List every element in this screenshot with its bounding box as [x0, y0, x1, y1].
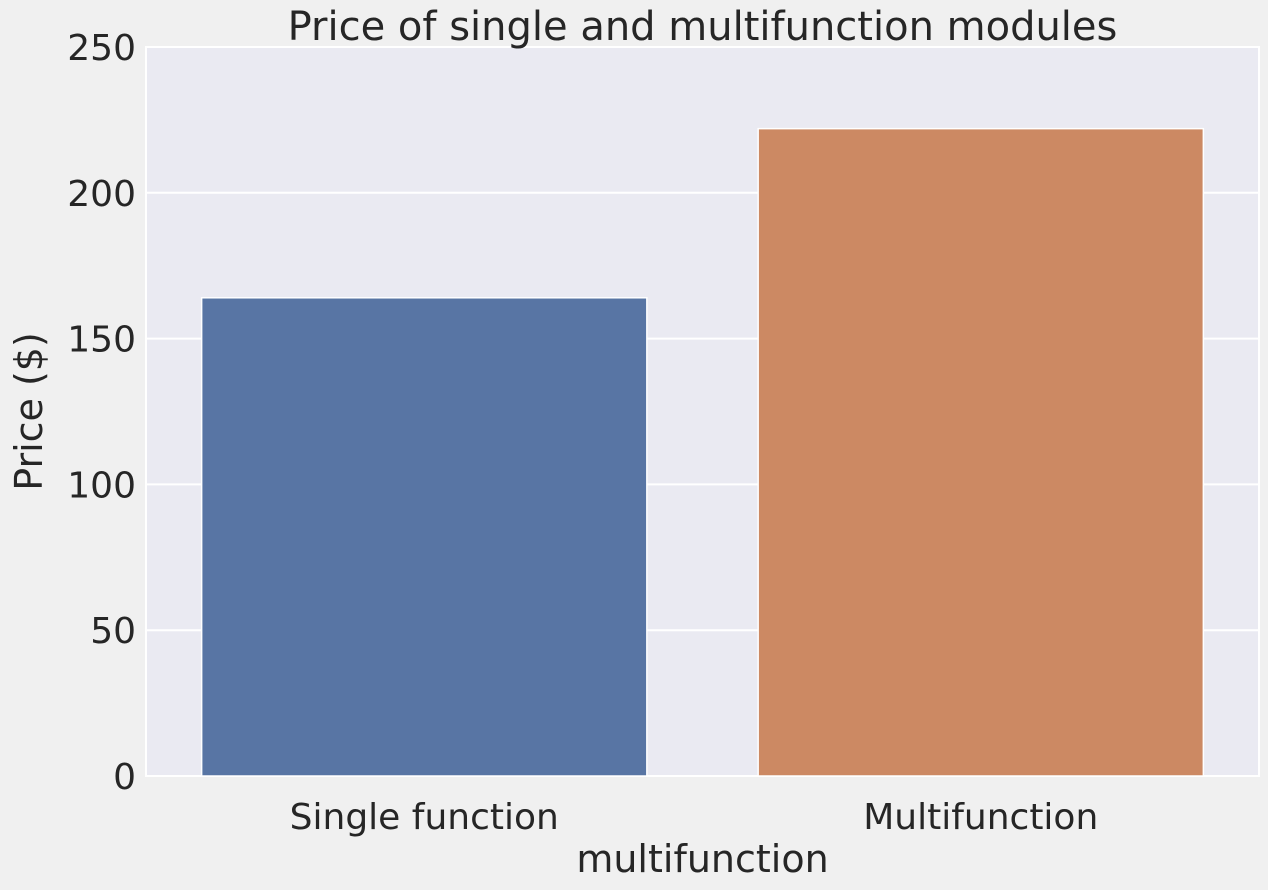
- chart-title: Price of single and multifunction module…: [288, 4, 1118, 50]
- y-tick-label: 100: [67, 465, 136, 506]
- y-axis-ticks: 0 50 100 150 200 250: [67, 28, 136, 798]
- x-axis-ticks: Single function Multifunction: [290, 797, 1099, 838]
- y-tick-label: 0: [113, 757, 136, 798]
- y-tick-label: 150: [67, 320, 136, 361]
- bar-multifunction: [757, 127, 1205, 777]
- plot-frame: [145, 46, 1260, 777]
- bar-single-function: [200, 297, 648, 777]
- bars: [200, 127, 1205, 777]
- y-axis-label: Price ($): [7, 332, 51, 491]
- y-tick-label: 50: [90, 611, 136, 652]
- x-tick-label: Multifunction: [863, 797, 1098, 838]
- y-tick-label: 200: [67, 174, 136, 215]
- y-tick-label: 250: [67, 28, 136, 69]
- x-axis-label: multifunction: [576, 837, 828, 881]
- x-tick-label: Single function: [290, 797, 559, 838]
